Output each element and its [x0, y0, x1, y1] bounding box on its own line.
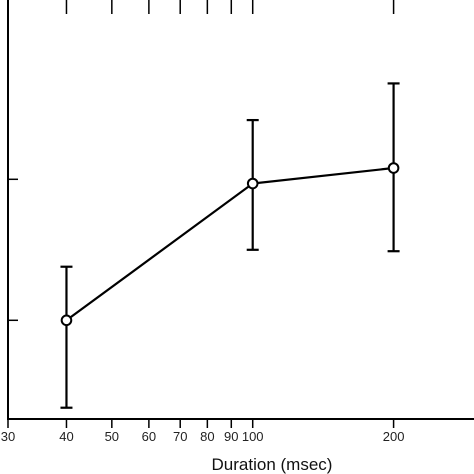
series-lines — [65, 166, 394, 322]
series-line — [65, 166, 394, 322]
x-axis-label: Duration (msec) — [212, 455, 333, 474]
data-points — [60, 162, 400, 327]
x-tick-label: 80 — [200, 429, 214, 444]
x-tick-label: 30 — [1, 429, 15, 444]
data-point — [387, 162, 400, 174]
plot-frame — [7, 0, 474, 420]
x-axis-ticks: 30 40 50 60 70 80 90 100 200 — [1, 0, 405, 444]
x-tick-label: 70 — [173, 429, 187, 444]
data-point — [246, 177, 259, 190]
x-tick-label: 200 — [383, 429, 405, 444]
x-tick-label: 40 — [59, 429, 73, 444]
x-tick-label: 90 — [224, 429, 238, 444]
data-point — [60, 314, 73, 327]
y-axis-ticks — [8, 178, 18, 322]
error-bars — [60, 82, 400, 409]
x-tick-label: 50 — [105, 429, 119, 444]
plot-border — [7, 0, 474, 420]
x-tick-label: 60 — [142, 429, 156, 444]
x-tick-label: 100 — [242, 429, 264, 444]
